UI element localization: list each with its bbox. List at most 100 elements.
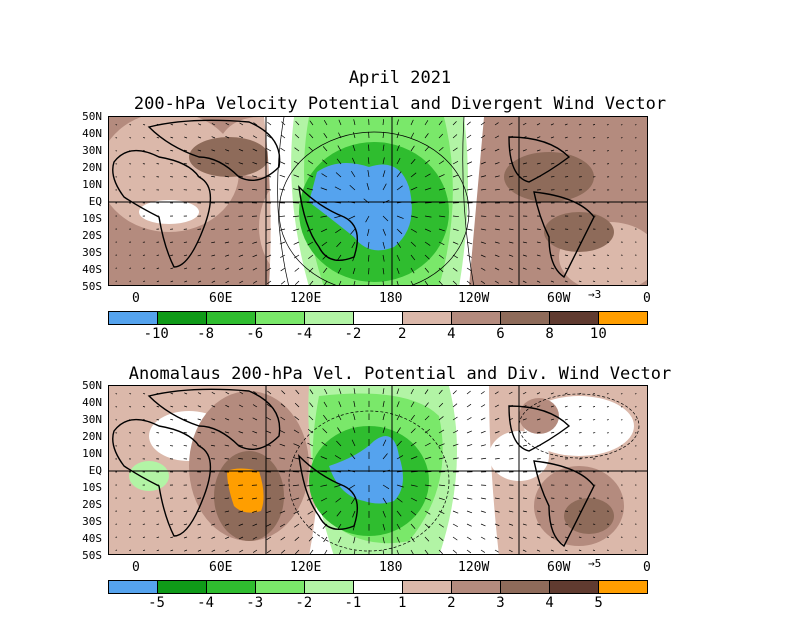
wind-vector bbox=[366, 183, 370, 191]
wind-vector bbox=[308, 146, 314, 152]
wind-vector bbox=[522, 431, 527, 434]
colorbar-label: -6 bbox=[246, 326, 264, 342]
wind-vector bbox=[480, 148, 486, 152]
wind-vector bbox=[550, 510, 555, 512]
wind-vector bbox=[307, 442, 314, 447]
wind-vector bbox=[156, 150, 160, 152]
wind-vector bbox=[279, 188, 286, 191]
wind-vector bbox=[466, 161, 473, 165]
wind-vector bbox=[578, 549, 582, 552]
wind-vector bbox=[367, 254, 370, 262]
wind-vector bbox=[396, 455, 404, 460]
wind-vector bbox=[494, 148, 500, 152]
colorbar-label: -4 bbox=[295, 326, 313, 342]
wind-vector bbox=[156, 523, 160, 525]
wind-vector bbox=[307, 173, 314, 178]
colorbar-label: 2 bbox=[398, 326, 407, 342]
wind-vector bbox=[396, 510, 402, 517]
wind-vector bbox=[293, 228, 300, 232]
wind-vector bbox=[410, 484, 418, 487]
wind-vector bbox=[225, 149, 230, 152]
colorbar-label: 6 bbox=[496, 326, 505, 342]
lat-label: 30N bbox=[82, 144, 102, 157]
wind-vector bbox=[238, 510, 244, 513]
wind-vector bbox=[466, 174, 473, 178]
wind-vector bbox=[320, 187, 328, 191]
wind-vector bbox=[424, 159, 430, 165]
wind-vector bbox=[536, 162, 541, 165]
wind-vector bbox=[224, 523, 230, 526]
lon-label: 60E bbox=[209, 560, 233, 575]
wind-vector bbox=[252, 444, 258, 447]
wind-vector bbox=[211, 136, 216, 139]
wind-vector bbox=[224, 510, 230, 513]
wind-vector bbox=[550, 445, 555, 447]
wind-vector bbox=[466, 403, 472, 408]
wind-vector bbox=[382, 254, 385, 262]
wind-vector bbox=[224, 241, 230, 244]
colorbar-swatch bbox=[207, 312, 256, 324]
lat-label: 30N bbox=[82, 413, 102, 426]
wind-vector bbox=[280, 254, 286, 258]
wind-vector bbox=[294, 280, 300, 285]
wind-vector bbox=[338, 401, 342, 408]
wind-vector bbox=[466, 523, 472, 527]
wind-vector bbox=[211, 175, 216, 178]
wind-vector bbox=[424, 280, 429, 285]
wind-vector bbox=[252, 523, 258, 527]
colorbar-swatch bbox=[501, 312, 550, 324]
wind-vector bbox=[438, 174, 445, 178]
wind-vector bbox=[410, 241, 417, 247]
wind-vector bbox=[578, 392, 582, 395]
wind-vector bbox=[142, 536, 146, 538]
wind-vector bbox=[382, 144, 385, 152]
wind-vector bbox=[337, 523, 342, 530]
wind-vector bbox=[252, 148, 258, 152]
wind-vector bbox=[238, 536, 244, 540]
wind-vector bbox=[494, 549, 499, 553]
wind-vector bbox=[320, 202, 328, 204]
wind-vector bbox=[334, 484, 342, 488]
wind-vector bbox=[550, 418, 555, 421]
wind-vector bbox=[351, 439, 356, 447]
wind-vector bbox=[466, 188, 473, 191]
wind-vector bbox=[306, 484, 314, 487]
wind-vector bbox=[508, 536, 513, 539]
wind-vector bbox=[323, 536, 328, 543]
wind-vector bbox=[466, 536, 472, 540]
wind-vector bbox=[494, 417, 500, 421]
wind-vector bbox=[438, 536, 444, 541]
wind-vector bbox=[156, 254, 160, 256]
wind-vector bbox=[292, 457, 300, 460]
wind-vector bbox=[382, 215, 389, 222]
wind-vector bbox=[480, 188, 487, 191]
wind-vector bbox=[564, 149, 568, 152]
wind-vector bbox=[252, 228, 258, 231]
wind-vector bbox=[438, 484, 446, 487]
wind-vector bbox=[183, 431, 188, 434]
lon-label: 60W bbox=[547, 291, 571, 306]
wind-vector bbox=[480, 417, 486, 421]
wind-vector bbox=[210, 444, 216, 447]
wind-vector bbox=[307, 160, 314, 165]
wind-vector bbox=[183, 267, 188, 270]
wind-vector bbox=[494, 175, 500, 178]
wind-vector bbox=[197, 149, 202, 152]
wind-vector bbox=[592, 392, 596, 395]
wind-vector bbox=[410, 254, 416, 261]
wind-vector bbox=[156, 432, 160, 434]
wind-vector bbox=[280, 147, 286, 152]
wind-vector bbox=[197, 445, 202, 447]
shade-max-positive bbox=[227, 468, 264, 513]
wind-vector bbox=[382, 523, 386, 531]
wind-vector bbox=[396, 254, 401, 262]
wind-vector bbox=[322, 254, 328, 260]
wind-vector bbox=[211, 228, 216, 230]
wind-vector bbox=[438, 510, 445, 514]
wind-vector bbox=[438, 160, 445, 165]
wind-vector bbox=[522, 510, 527, 513]
lat-label: 20N bbox=[82, 430, 102, 443]
wind-vector bbox=[438, 523, 444, 528]
lat-label: 50N bbox=[82, 110, 102, 123]
wind-vector bbox=[170, 392, 174, 395]
